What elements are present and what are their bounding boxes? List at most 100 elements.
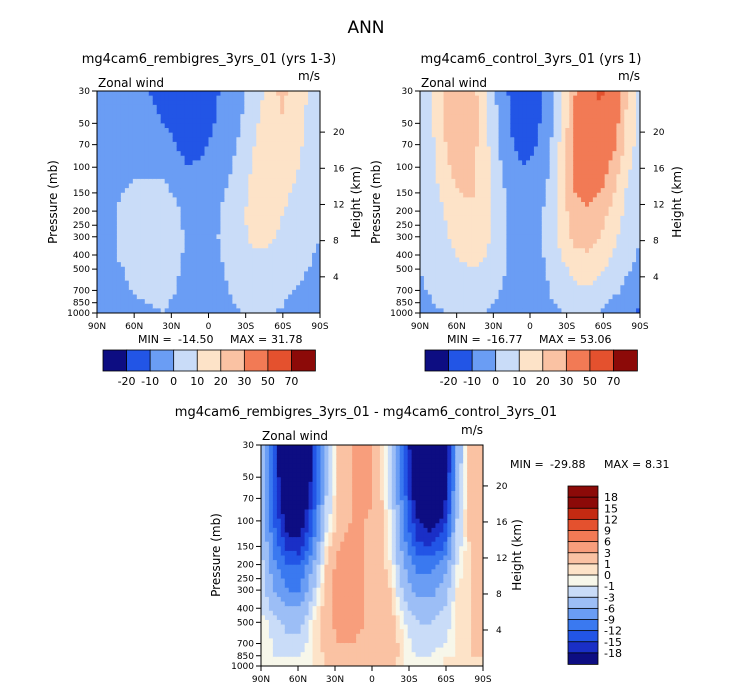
heatmap-cell [459, 109, 464, 115]
heatmap-cell [423, 285, 429, 291]
heatmap-cell [168, 155, 174, 161]
heatmap-cell [260, 252, 265, 259]
heatmap-cell [212, 146, 218, 152]
heatmap-cell [116, 276, 122, 282]
heatmap-cell [176, 109, 182, 115]
heatmap-cell [292, 243, 297, 249]
heatmap-cell [232, 91, 237, 97]
heatmap-cell [256, 285, 261, 291]
heatmap-cell [588, 169, 594, 175]
heatmap-cell [490, 137, 496, 143]
heatmap-cell [220, 174, 226, 180]
heatmap-cell [530, 234, 535, 240]
heatmap-cell [581, 202, 586, 208]
heatmap-cell [216, 146, 222, 152]
heatmap-cell [152, 95, 158, 101]
heatmap-cell [240, 289, 245, 296]
heatmap-cell [478, 271, 484, 277]
heatmap-cell [506, 229, 511, 235]
heatmap-cell [439, 289, 445, 296]
heatmap-cell [510, 243, 515, 249]
heatmap-cell [427, 137, 433, 143]
heatmap-cell [423, 155, 429, 161]
heatmap-cell [216, 118, 222, 124]
heatmap-cell [224, 192, 230, 198]
heatmap-cell [490, 160, 496, 166]
heatmap-cell [522, 118, 527, 124]
heatmap-cell [447, 151, 453, 157]
heatmap-cell [316, 151, 320, 157]
heatmap-cell [545, 183, 551, 189]
heatmap-cell [172, 137, 178, 143]
heatmap-cell [490, 197, 496, 203]
heatmap-cell [136, 132, 142, 138]
heatmap-cell [577, 229, 582, 235]
heatmap-cell [108, 160, 114, 166]
heatmap-cell [200, 206, 206, 212]
heatmap-cell [530, 257, 535, 263]
heatmap-cell [502, 248, 508, 254]
heatmap-cell [510, 95, 515, 101]
heatmap-cell [502, 234, 508, 240]
heatmap-cell [100, 243, 106, 249]
heatmap-cell [196, 192, 202, 198]
heatmap-cell [530, 114, 535, 120]
heatmap-cell [439, 299, 445, 305]
heatmap-cell [431, 114, 437, 120]
heatmap-cell [184, 202, 190, 208]
heatmap-cell [439, 137, 445, 143]
heatmap-cell [240, 215, 245, 222]
heatmap-cell [300, 104, 305, 111]
heatmap-cell [435, 289, 441, 296]
heatmap-cell [176, 211, 182, 217]
heatmap-cell [132, 169, 138, 175]
heatmap-cell [184, 225, 190, 231]
heatmap-cell [467, 146, 472, 152]
heatmap-cell [152, 280, 158, 286]
heatmap-cell [228, 197, 233, 203]
heatmap-cell [423, 91, 429, 97]
heatmap-cell [427, 276, 433, 282]
heatmap-cell [196, 215, 202, 222]
heatmap-cell [308, 155, 313, 161]
heatmap-cell [268, 169, 273, 175]
heatmap-cell [312, 100, 317, 106]
heatmap-cell [232, 137, 237, 143]
heatmap-cell [144, 95, 150, 101]
heatmap-cell [439, 151, 445, 157]
heatmap-cell [288, 183, 293, 189]
colorbar-label: 0 [170, 375, 177, 388]
heatmap-cell [459, 100, 464, 106]
heatmap-cell [152, 211, 158, 217]
heatmap-cell [252, 229, 257, 235]
heatmap-cell [455, 303, 460, 309]
heatmap-cell [97, 271, 102, 277]
heatmap-cell [128, 299, 134, 305]
heatmap-cell [553, 118, 559, 124]
heatmap-cell [124, 174, 130, 180]
heatmap-cell [248, 225, 253, 231]
heatmap-cell [526, 183, 531, 189]
heatmap-cell [132, 197, 138, 203]
heatmap-cell [104, 211, 110, 217]
heatmap-cell [573, 248, 578, 254]
heatmap-cell [502, 225, 508, 231]
heatmap-cell [184, 174, 190, 180]
heatmap-cell [514, 271, 519, 277]
heatmap-cell [112, 109, 118, 115]
heatmap-cell [592, 183, 598, 189]
heatmap-cell [533, 289, 539, 296]
heatmap-cell [463, 266, 468, 272]
heatmap-cell [471, 271, 476, 277]
heatmap-cell [475, 100, 480, 106]
heatmap-cell [506, 308, 511, 313]
heatmap-cell [272, 211, 277, 217]
heatmap-cell [581, 174, 586, 180]
heatmap-cell [268, 109, 273, 115]
heatmap-cell [236, 118, 241, 124]
heatmap-cell [232, 215, 237, 222]
heatmap-cell [573, 252, 578, 259]
heatmap-cell [112, 211, 118, 217]
heatmap-cell [180, 146, 186, 152]
heatmap-cell [156, 243, 162, 249]
